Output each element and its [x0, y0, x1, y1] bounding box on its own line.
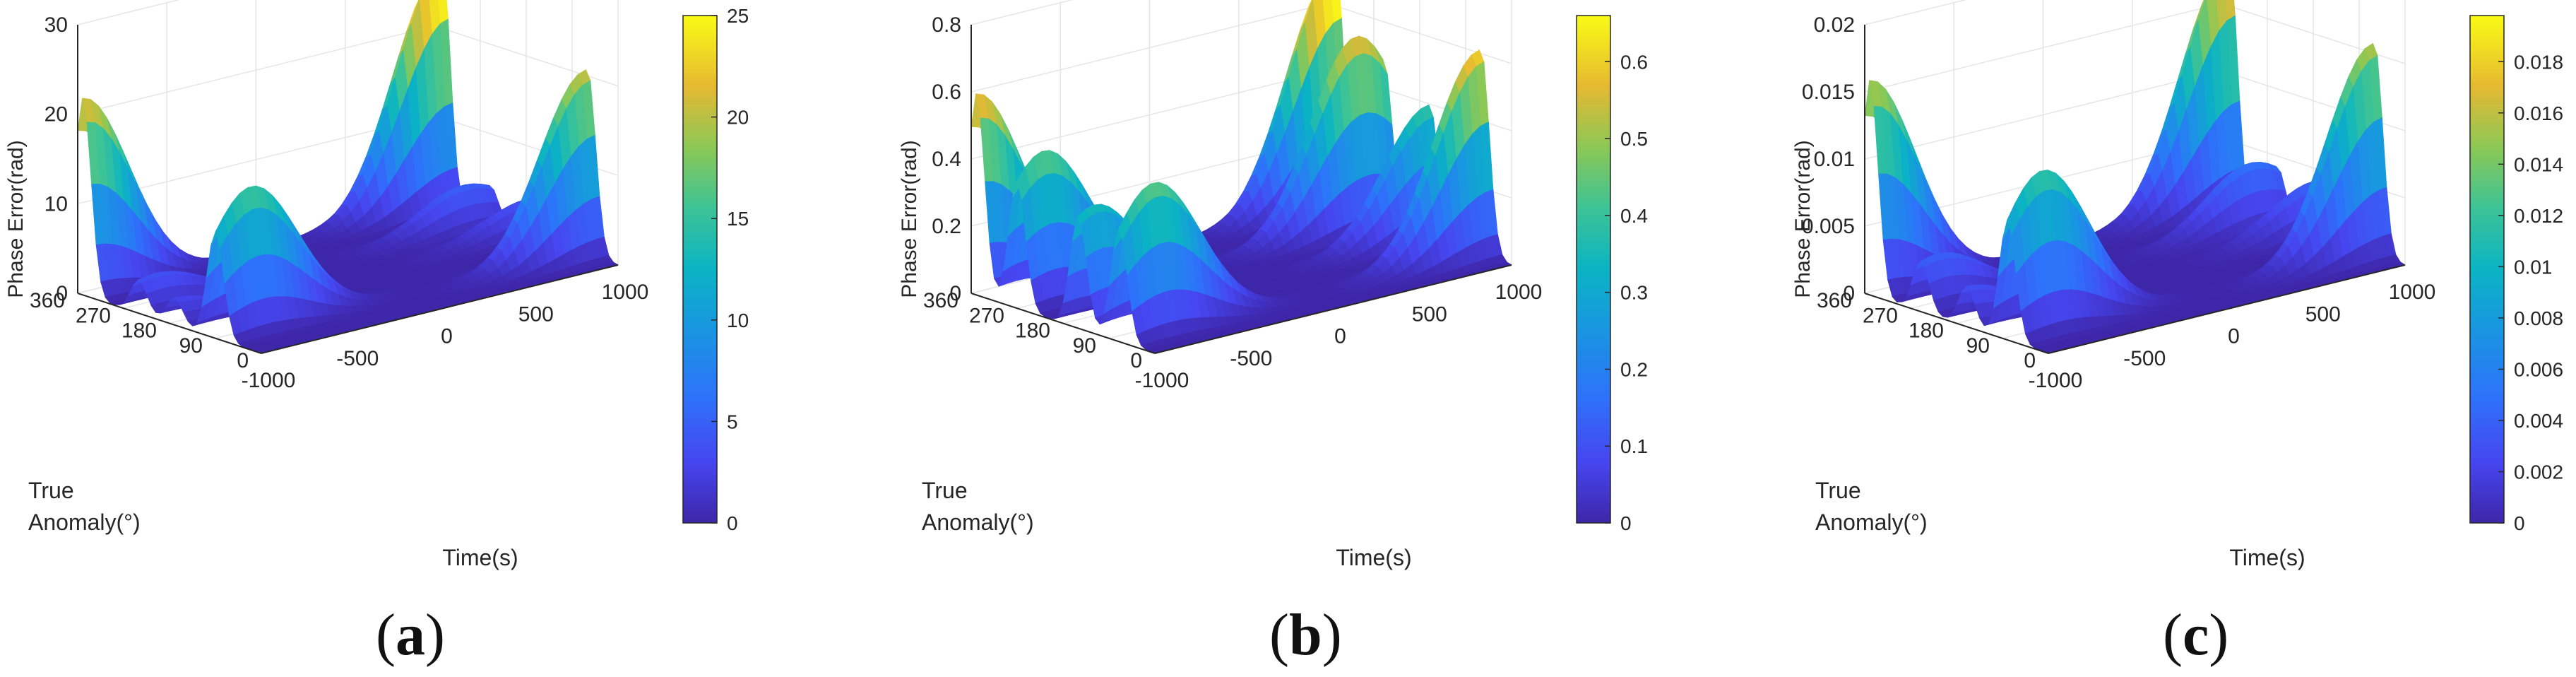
colorbar-tick-label: 0.1	[1620, 435, 1648, 457]
colorbar-tick-label: 15	[727, 208, 749, 230]
y-axis-line	[77, 293, 262, 354]
y-tick-label: 90	[179, 334, 203, 358]
x-axis-label: Time(s)	[1336, 545, 1411, 570]
z-tick-label: 0.2	[932, 215, 961, 238]
x-tick-label: -1000	[1135, 369, 1189, 392]
colorbar-tick-label: 0.4	[1620, 205, 1648, 227]
y-tick-label: 0	[237, 349, 249, 372]
colorbar-tick-label: 0.2	[1620, 358, 1648, 380]
z-axis-label: Phase Error(rad)	[898, 140, 921, 298]
y-tick-label: 360	[923, 289, 958, 312]
x-tick-label: 500	[1412, 302, 1447, 326]
grid-line	[77, 0, 180, 25]
y-axis-label-line1: True	[922, 478, 968, 503]
x-tick-label: 1000	[1495, 281, 1543, 304]
y-tick-label: 270	[76, 304, 111, 327]
colorbar-tick-label: 25	[727, 5, 749, 27]
colorbar-tick-label: 0.6	[1620, 51, 1648, 73]
grid-line	[1864, 0, 1967, 25]
colorbar	[682, 15, 718, 524]
z-tick-label: 20	[44, 103, 68, 126]
colorbar	[1576, 15, 1611, 524]
x-tick-label: -500	[336, 347, 379, 370]
x-tick-label: -1000	[242, 369, 296, 392]
z-tick-label: 0.4	[932, 148, 961, 171]
y-axis-label-line1: True	[28, 478, 74, 503]
z-axis-label: Phase Error(rad)	[4, 140, 28, 298]
y-tick-label: 360	[30, 289, 65, 312]
x-axis-line	[261, 264, 619, 354]
colorbar-tick-label: 0	[1620, 512, 1632, 534]
z-tick-label: 0.8	[932, 13, 961, 37]
z-tick-label: 10	[44, 192, 68, 216]
colorbar-tick-label: 20	[727, 107, 749, 129]
y-tick-label: 180	[1015, 319, 1050, 343]
y-axis-label-line2: Anomaly(°)	[922, 510, 1034, 535]
y-tick-label: 90	[1073, 334, 1096, 358]
axes	[971, 25, 1512, 354]
surface	[1864, 0, 2406, 354]
colorbar-tick-label: 0.3	[1620, 282, 1648, 304]
y-axis-line	[971, 293, 1156, 354]
x-tick-label: 0	[441, 325, 453, 348]
x-tick-label: 0	[1334, 325, 1346, 348]
grid-line	[971, 0, 1074, 25]
x-axis-line	[1154, 264, 1512, 354]
z-tick-label: 0.6	[932, 81, 961, 104]
x-axis-label: Time(s)	[442, 545, 518, 570]
y-tick-label: 180	[121, 319, 157, 343]
colorbar-tick-label: 10	[727, 310, 749, 331]
chart-panel-b: -1000-5000500100009018027036000.20.40.60…	[898, 0, 1648, 570]
z-tick-label: 0	[949, 282, 961, 305]
x-tick-label: 1000	[602, 281, 649, 304]
colorbar-tick-label: 5	[727, 411, 738, 432]
axes	[77, 25, 619, 354]
x-tick-label: -500	[1230, 347, 1272, 370]
surface	[971, 0, 1512, 354]
x-tick-label: 500	[518, 302, 554, 326]
y-tick-label: 270	[969, 304, 1004, 327]
z-tick-label: 0	[56, 282, 68, 305]
surface	[77, 0, 619, 354]
y-tick-label: 0	[1130, 349, 1142, 372]
y-axis-label-line2: Anomaly(°)	[28, 510, 141, 535]
colorbar-tick-label: 0.5	[1620, 128, 1648, 150]
chart-panel-c: -1000-5000500100009018027036000.0050.010…	[1791, 0, 2563, 570]
colorbar-tick-label: 0	[727, 512, 738, 534]
chart-panel-a: -1000-500050010000901802703600102030Time…	[4, 0, 749, 570]
z-tick-label: 30	[44, 13, 68, 37]
